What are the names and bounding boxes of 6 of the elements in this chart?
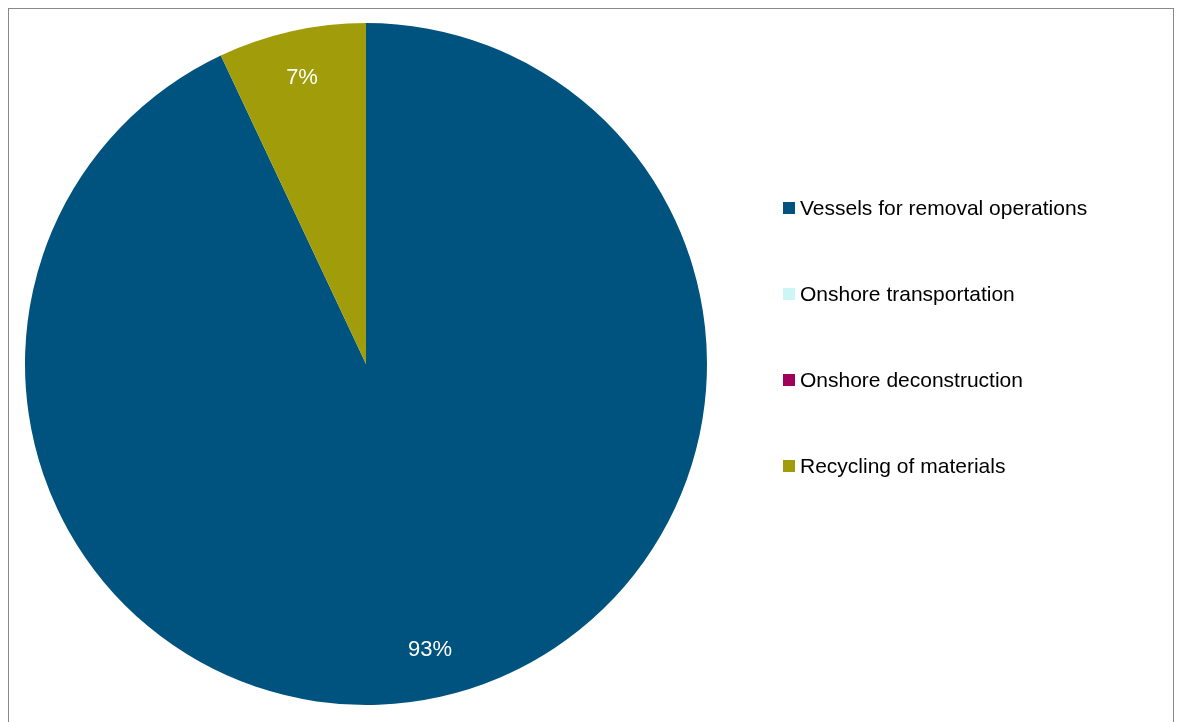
legend-label: Onshore transportation (800, 282, 1015, 306)
legend-label: Onshore deconstruction (800, 368, 1023, 392)
data-label: 93% (407, 636, 452, 662)
data-label: 7% (286, 63, 318, 89)
legend-label: Recycling of materials (800, 454, 1006, 478)
legend-label: Vessels for removal operations (800, 196, 1088, 220)
